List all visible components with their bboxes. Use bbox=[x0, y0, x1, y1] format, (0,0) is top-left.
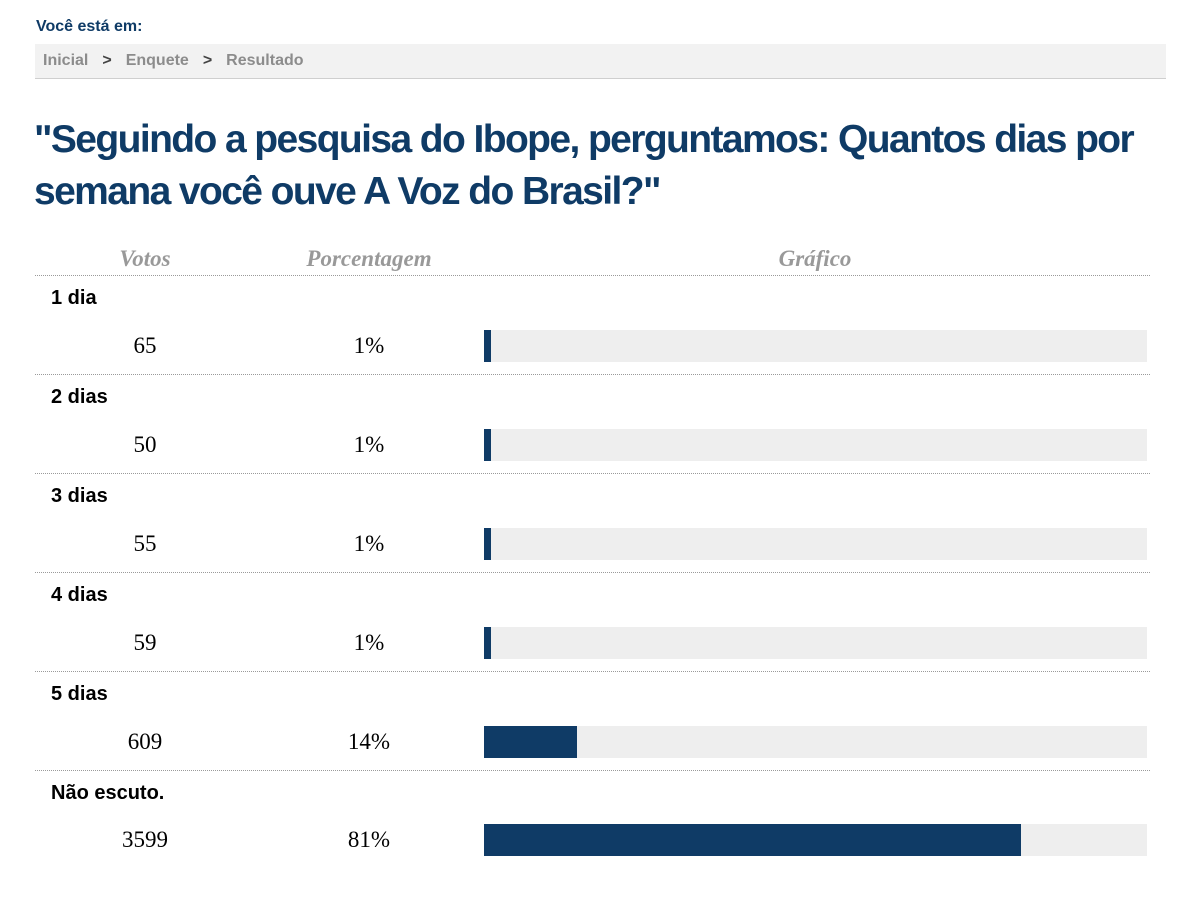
bar-fill bbox=[484, 429, 491, 461]
bar-fill bbox=[484, 627, 491, 659]
bar-track bbox=[484, 429, 1147, 461]
vote-percent: 1% bbox=[353, 630, 385, 655]
bar-fill bbox=[484, 528, 491, 560]
vote-count: 65 bbox=[133, 333, 157, 358]
option-label: 5 dias bbox=[51, 683, 108, 705]
option-label: 4 dias bbox=[51, 584, 108, 606]
vote-percent: 1% bbox=[353, 531, 385, 556]
vote-count: 609 bbox=[127, 729, 163, 754]
bar-track bbox=[484, 528, 1147, 560]
option-label: 3 dias bbox=[51, 485, 108, 507]
poll-question: "Seguindo a pesquisa do Ibope, perguntam… bbox=[34, 118, 1135, 213]
bar-track bbox=[484, 726, 1147, 758]
divider bbox=[35, 473, 1150, 474]
divider bbox=[35, 572, 1150, 573]
header-percent: Porcentagem bbox=[306, 246, 432, 271]
bar-track bbox=[484, 330, 1147, 362]
breadcrumb-separator: > bbox=[102, 52, 112, 69]
divider bbox=[35, 671, 1150, 672]
divider bbox=[35, 275, 1150, 276]
breadcrumb-heading: Você está em: bbox=[36, 18, 143, 35]
vote-percent: 1% bbox=[353, 333, 385, 358]
vote-count: 55 bbox=[133, 531, 157, 556]
bar-fill bbox=[484, 330, 491, 362]
option-label: 1 dia bbox=[51, 287, 97, 309]
breadcrumb: Inicial > Enquete > Resultado bbox=[35, 44, 1166, 79]
vote-percent: 1% bbox=[353, 432, 385, 457]
bar-track bbox=[484, 824, 1147, 856]
option-label: Não escuto. bbox=[51, 782, 165, 804]
breadcrumb-link-enquete[interactable]: Enquete bbox=[125, 52, 189, 69]
header-chart: Gráfico bbox=[778, 246, 852, 271]
bar-track bbox=[484, 627, 1147, 659]
vote-count: 3599 bbox=[122, 827, 168, 852]
bar-fill bbox=[484, 726, 577, 758]
breadcrumb-link-inicial[interactable]: Inicial bbox=[43, 52, 89, 69]
vote-count: 59 bbox=[133, 630, 157, 655]
vote-count: 50 bbox=[133, 432, 157, 457]
header-votes: Votos bbox=[119, 246, 171, 271]
option-label: 2 dias bbox=[51, 386, 108, 408]
bar-fill bbox=[484, 824, 1021, 856]
vote-percent: 81% bbox=[347, 827, 391, 852]
divider bbox=[35, 770, 1150, 771]
vote-percent: 14% bbox=[347, 729, 391, 754]
breadcrumb-current: Resultado bbox=[226, 52, 304, 69]
breadcrumb-separator: > bbox=[202, 52, 213, 69]
divider bbox=[35, 374, 1150, 375]
